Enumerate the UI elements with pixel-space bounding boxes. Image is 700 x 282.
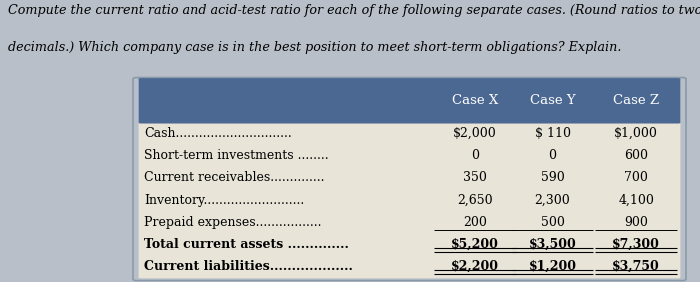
Text: 200: 200 [463,216,487,229]
Text: $2,000: $2,000 [453,127,497,140]
Text: $2,200: $2,200 [451,260,499,273]
Text: Inventory..........................: Inventory.......................... [144,193,304,207]
Text: $3,500: $3,500 [528,238,576,251]
Text: $5,200: $5,200 [451,238,499,251]
Text: decimals.) Which company case is in the best position to meet short-term obligat: decimals.) Which company case is in the … [8,41,622,54]
Text: Current liabilities...................: Current liabilities................... [144,260,353,273]
Text: 2,300: 2,300 [535,193,570,207]
Text: 600: 600 [624,149,648,162]
Text: 2,650: 2,650 [457,193,493,207]
FancyBboxPatch shape [139,80,680,278]
Text: $1,000: $1,000 [614,127,658,140]
Text: $ 110: $ 110 [535,127,570,140]
Text: 900: 900 [624,216,648,229]
Text: $3,750: $3,750 [612,260,660,273]
Text: 0: 0 [471,149,479,162]
Text: $1,200: $1,200 [528,260,577,273]
Text: Total current assets ..............: Total current assets .............. [144,238,349,251]
Text: 700: 700 [624,171,648,184]
Text: Case Z: Case Z [613,94,659,107]
Text: Compute the current ratio and acid-test ratio for each of the following separate: Compute the current ratio and acid-test … [8,4,700,17]
Text: 500: 500 [540,216,564,229]
FancyBboxPatch shape [133,78,686,281]
Text: Cash..............................: Cash.............................. [144,127,292,140]
Text: 590: 590 [540,171,564,184]
Text: Current receivables..............: Current receivables.............. [144,171,325,184]
Text: Prepaid expenses.................: Prepaid expenses................. [144,216,322,229]
Text: Case X: Case X [452,94,498,107]
Text: 0: 0 [549,149,557,162]
Text: 350: 350 [463,171,487,184]
Text: Short-term investments ........: Short-term investments ........ [144,149,329,162]
Text: 4,100: 4,100 [618,193,654,207]
FancyBboxPatch shape [139,78,680,124]
Text: $7,300: $7,300 [612,238,660,251]
Text: Case Y: Case Y [530,94,575,107]
